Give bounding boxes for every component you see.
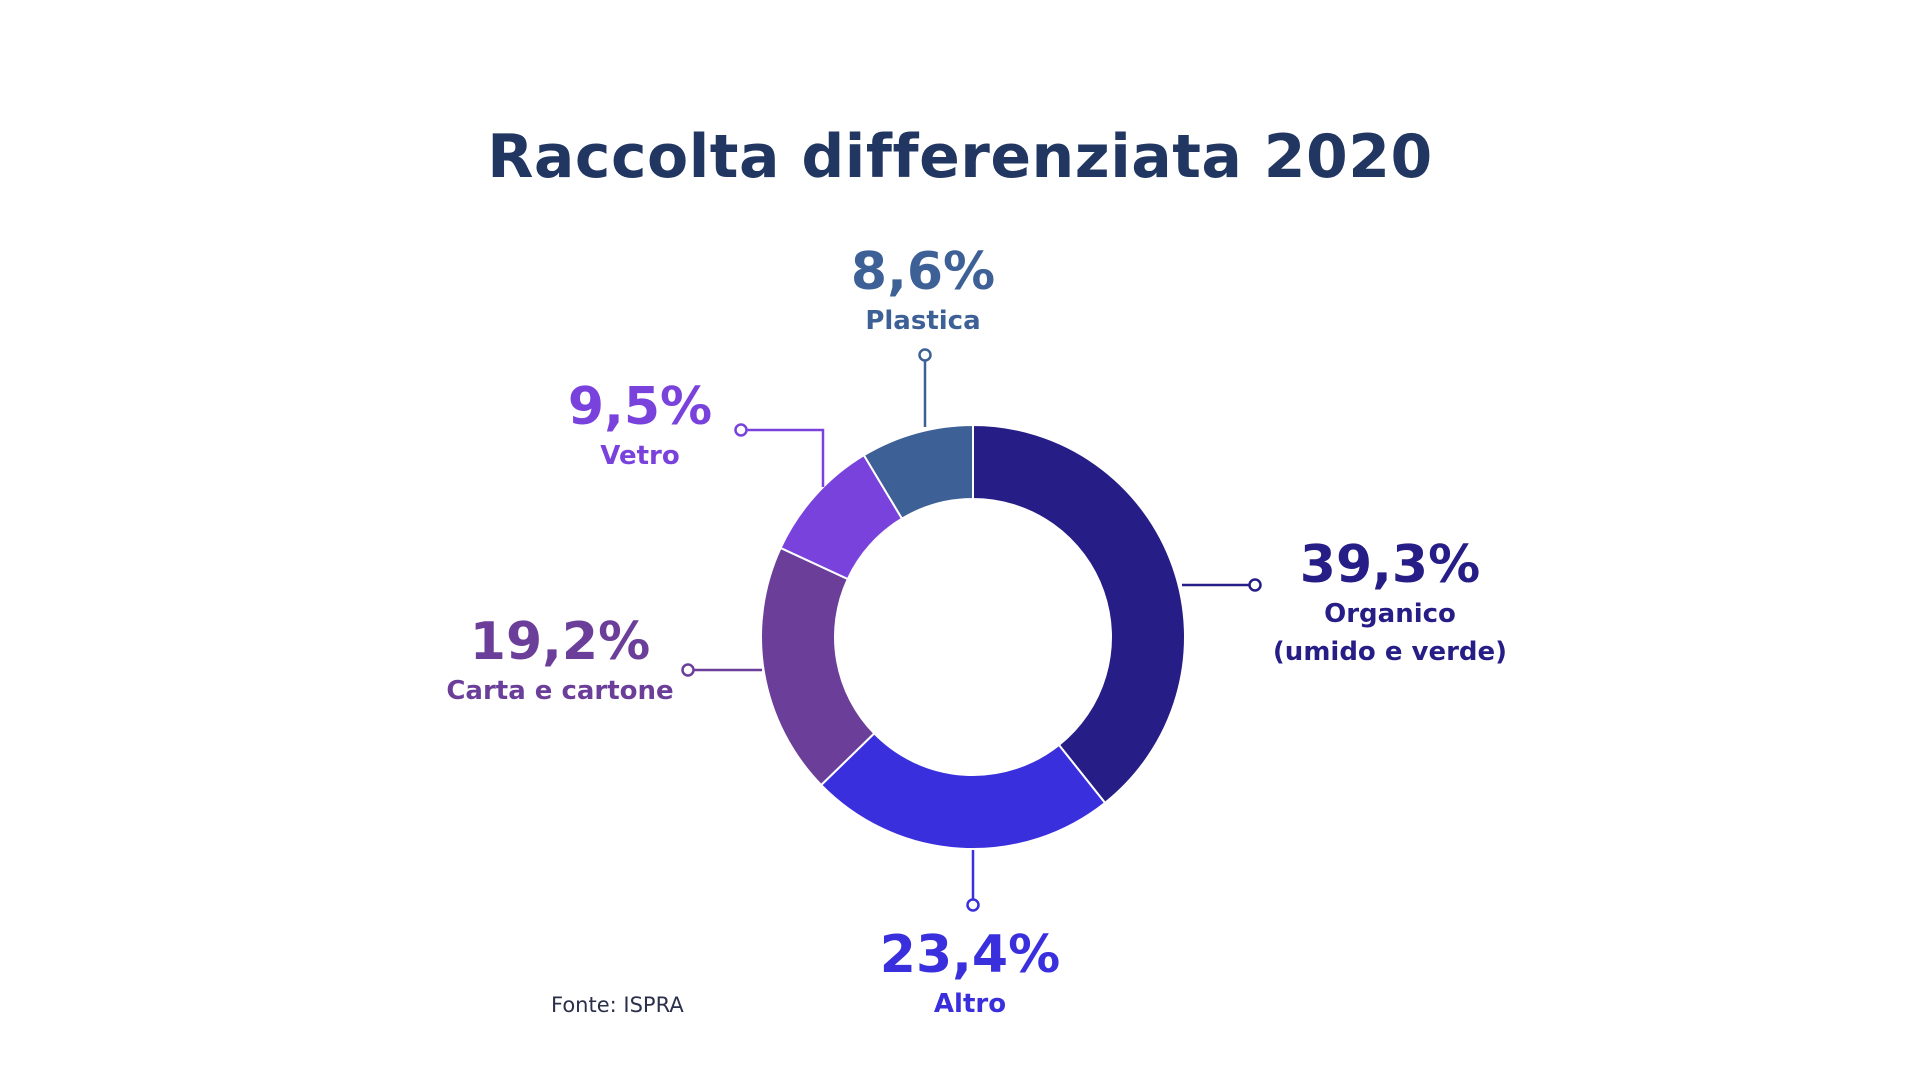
slice-label-plastica: 8,6% Plastica (823, 242, 1023, 340)
slice-label-vetro: 9,5% Vetro (540, 377, 740, 475)
slices-layer (760, 423, 1186, 850)
slice-plastica (862, 423, 974, 521)
category-label-organico-line2: (umido e verde) (1272, 637, 1508, 667)
category-label-plastica: Plastica (865, 306, 981, 336)
category-label-carta: Carta e cartone (446, 676, 674, 706)
value-label-carta: 19,2% (469, 612, 651, 672)
leader-dot-altro (966, 898, 980, 912)
slice-altro (819, 731, 1107, 850)
category-label-vetro: Vetro (600, 441, 680, 471)
leader-line-vetro (741, 428, 825, 487)
slice-label-carta: 19,2% Carta e cartone (420, 612, 700, 710)
category-label-organico-line1: Organico (1324, 599, 1456, 629)
value-label-plastica: 8,6% (850, 242, 996, 302)
leader-dot-organico (1248, 578, 1262, 592)
slice-carta (760, 546, 876, 787)
chart-title: Raccolta differenziata 2020 (487, 122, 1433, 192)
slice-organico (972, 423, 1186, 805)
value-label-altro: 23,4% (879, 925, 1061, 985)
source-note: Fonte: ISPRA (551, 993, 684, 1017)
leader-dot-plastica (918, 348, 932, 362)
slice-label-altro: 23,4% Altro (860, 925, 1080, 1023)
value-label-organico: 39,3% (1299, 535, 1481, 595)
category-label-altro: Altro (933, 989, 1007, 1019)
leader-lines-layer (681, 348, 1262, 912)
leader-dot-carta (681, 663, 695, 677)
leader-dot-vetro (734, 423, 748, 437)
value-label-vetro: 9,5% (567, 377, 713, 437)
slice-label-organico: 39,3% Organico (umido e verde) (1260, 535, 1520, 671)
